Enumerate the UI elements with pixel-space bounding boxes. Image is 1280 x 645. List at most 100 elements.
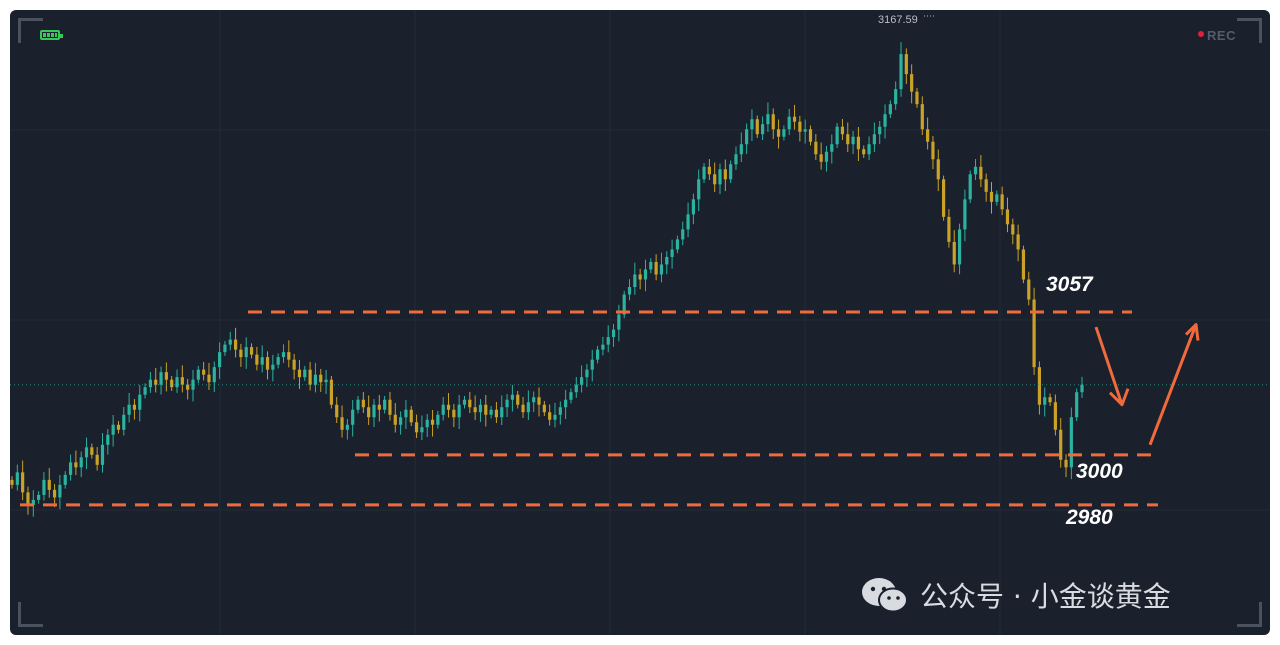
candle <box>345 424 349 430</box>
rec-label: REC <box>1207 28 1236 43</box>
candle <box>835 126 839 145</box>
frame-corner <box>18 18 43 43</box>
chart-panel: 3057 3000 2980 3167.59 REC 公众号 · 小金谈黄金 <box>10 10 1270 635</box>
candle <box>904 54 908 75</box>
candle <box>1053 402 1057 430</box>
candle <box>452 409 456 418</box>
candle <box>281 352 286 358</box>
candle <box>388 399 392 415</box>
candle <box>409 409 413 423</box>
candle <box>505 399 509 408</box>
candle <box>324 379 328 383</box>
candle <box>244 347 248 358</box>
candle <box>308 369 312 385</box>
candle <box>127 404 131 415</box>
candle <box>393 414 397 425</box>
candle <box>830 144 834 152</box>
candle <box>1000 194 1004 210</box>
candle <box>957 229 962 265</box>
candle <box>947 216 951 242</box>
level-lines-layer <box>20 310 1158 507</box>
candle <box>569 392 573 400</box>
candle <box>510 394 514 400</box>
candle <box>122 414 126 430</box>
candle <box>335 404 339 418</box>
candle <box>79 457 83 468</box>
candle <box>425 419 429 428</box>
candle <box>824 151 829 162</box>
candle <box>233 339 238 350</box>
candle <box>90 447 94 455</box>
candle <box>590 359 594 370</box>
candle <box>132 404 137 410</box>
candle <box>430 419 435 425</box>
candle <box>643 269 648 280</box>
candle <box>260 357 264 365</box>
wechat-icon <box>862 578 908 613</box>
candle <box>585 369 589 378</box>
candle <box>228 339 232 345</box>
candle <box>819 154 823 162</box>
candle <box>564 399 568 408</box>
candle <box>553 414 557 420</box>
candle <box>138 394 142 410</box>
candle <box>31 499 35 505</box>
candle <box>1059 429 1063 460</box>
candle <box>878 126 882 135</box>
candle <box>707 166 711 175</box>
candle <box>702 166 706 180</box>
candle <box>803 129 807 132</box>
candle <box>436 414 440 425</box>
candle <box>665 256 669 265</box>
candle <box>548 412 552 420</box>
candle <box>164 372 168 380</box>
candle <box>106 434 110 445</box>
candle <box>718 169 722 185</box>
candle <box>446 404 451 410</box>
candle <box>973 166 978 175</box>
candle <box>1016 234 1020 250</box>
candle <box>100 444 105 465</box>
candle <box>766 114 770 125</box>
candle <box>340 417 344 430</box>
candle <box>462 399 467 405</box>
candle <box>494 409 499 418</box>
candle <box>319 374 323 383</box>
candle <box>329 379 334 405</box>
candle <box>697 179 701 200</box>
candle <box>500 407 504 418</box>
candle <box>68 462 73 475</box>
candle <box>1043 397 1047 405</box>
candle <box>675 239 680 250</box>
candle <box>856 136 861 150</box>
candle <box>1011 224 1015 235</box>
candle <box>558 407 562 415</box>
candle <box>265 357 270 370</box>
candle <box>888 104 892 115</box>
candle <box>1027 279 1031 300</box>
candle <box>750 119 754 130</box>
candle <box>739 144 743 155</box>
candle <box>995 194 999 202</box>
candle <box>931 141 935 160</box>
candle <box>47 479 51 490</box>
candle <box>782 129 786 137</box>
candle <box>1037 367 1042 405</box>
watermark: 公众号 · 小金谈黄金 <box>860 575 1171 615</box>
candle <box>191 379 195 390</box>
arrow-down-head <box>1108 388 1130 407</box>
frame-corner <box>18 602 43 627</box>
candle <box>414 422 419 433</box>
candle <box>601 344 605 350</box>
candle <box>287 352 291 360</box>
arrow-up-shaft <box>1148 324 1198 446</box>
candle <box>989 191 994 202</box>
candle <box>840 126 845 135</box>
candle <box>383 399 387 410</box>
candle <box>526 402 530 413</box>
candle <box>846 134 850 145</box>
candle <box>111 424 115 435</box>
candle <box>473 407 477 413</box>
candle <box>255 354 259 365</box>
watermark-text: 公众号 · 小金谈黄金 <box>920 580 1171 613</box>
